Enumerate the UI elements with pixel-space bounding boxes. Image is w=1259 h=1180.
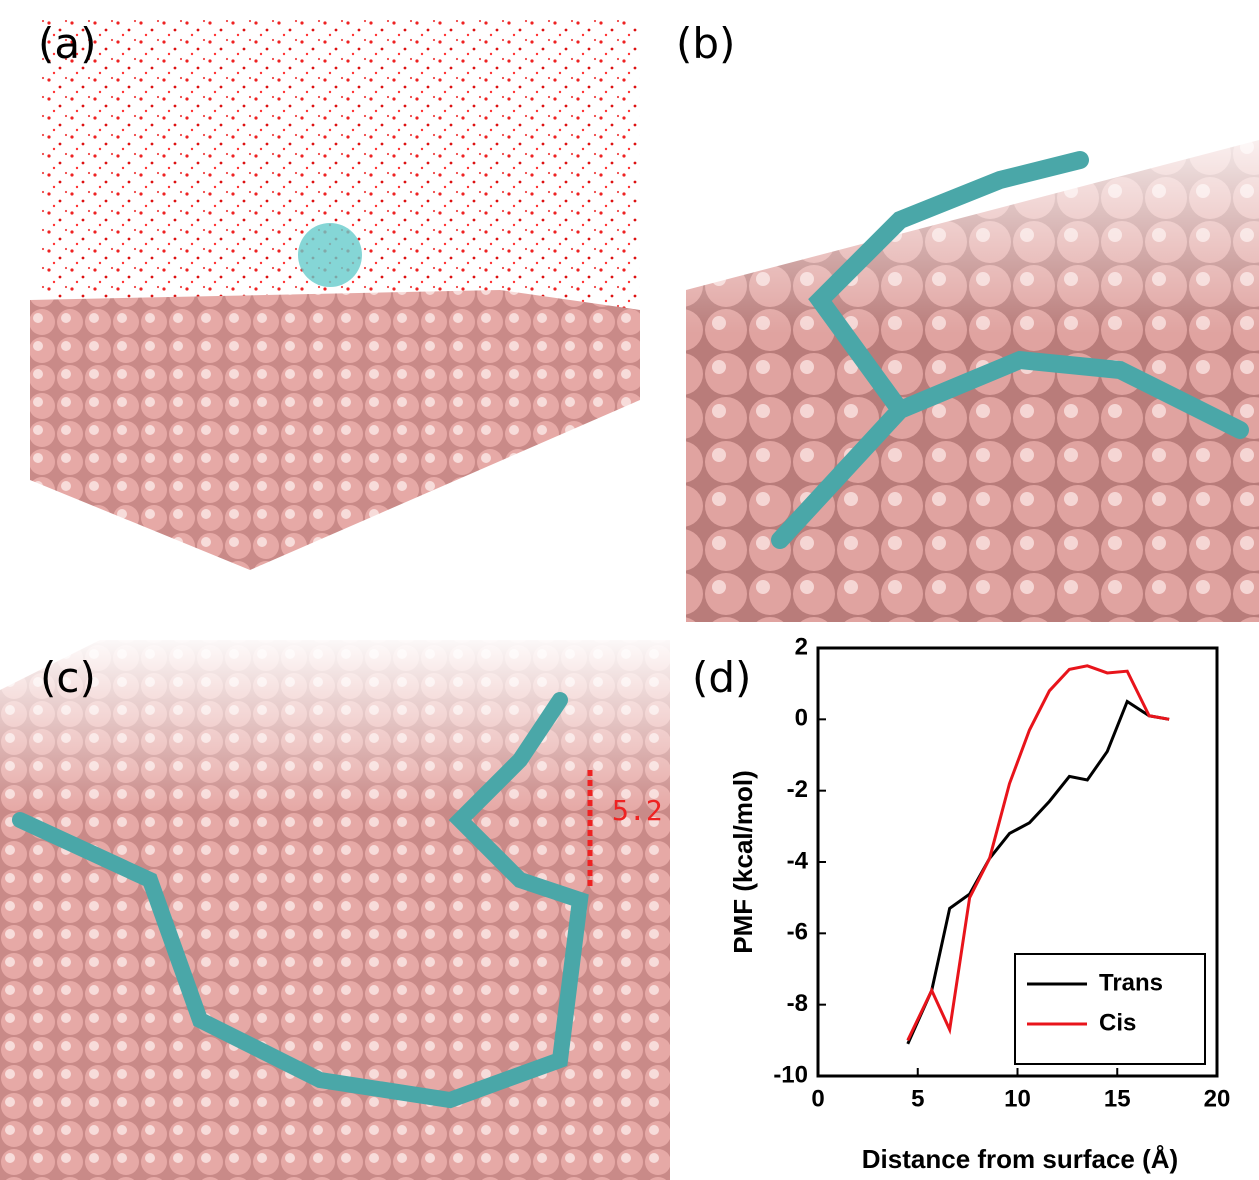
y-tick-label: -8 bbox=[787, 990, 808, 1017]
y-tick-label: -10 bbox=[773, 1061, 808, 1088]
x-axis-label: Distance from surface (Å) bbox=[862, 1144, 1178, 1174]
panel-label: (a) bbox=[38, 19, 97, 68]
x-tick-label: 20 bbox=[1204, 1085, 1231, 1112]
x-tick-label: 0 bbox=[811, 1085, 824, 1112]
y-tick-label: -4 bbox=[787, 847, 809, 874]
distance-annotation: 5.2 bbox=[612, 794, 663, 827]
panel-c-image bbox=[0, 630, 670, 1180]
figure: (a) (b) (c) 5.2 (d) Distance from surfac… bbox=[0, 0, 1259, 1180]
y-axis-label: PMF (kcal/mol) bbox=[728, 770, 758, 953]
legend-label: Trans bbox=[1099, 969, 1163, 996]
panel-a-image bbox=[30, 20, 640, 570]
y-tick-label: -6 bbox=[787, 919, 808, 946]
panel-label: (b) bbox=[676, 19, 735, 68]
y-tick-label: 2 bbox=[795, 633, 808, 660]
y-tick-label: -2 bbox=[787, 776, 808, 803]
page: (a) (b) (c) 5.2 (d) Distance from surfac… bbox=[0, 0, 1259, 1180]
x-tick-label: 10 bbox=[1004, 1085, 1031, 1112]
panel-label: (d) bbox=[692, 653, 751, 702]
legend-label: Cis bbox=[1099, 1009, 1136, 1036]
panel-label: (c) bbox=[40, 653, 96, 702]
panel-b-image bbox=[686, 100, 1259, 622]
x-tick-label: 5 bbox=[911, 1085, 924, 1112]
y-tick-label: 0 bbox=[795, 705, 808, 732]
x-tick-label: 15 bbox=[1104, 1085, 1131, 1112]
